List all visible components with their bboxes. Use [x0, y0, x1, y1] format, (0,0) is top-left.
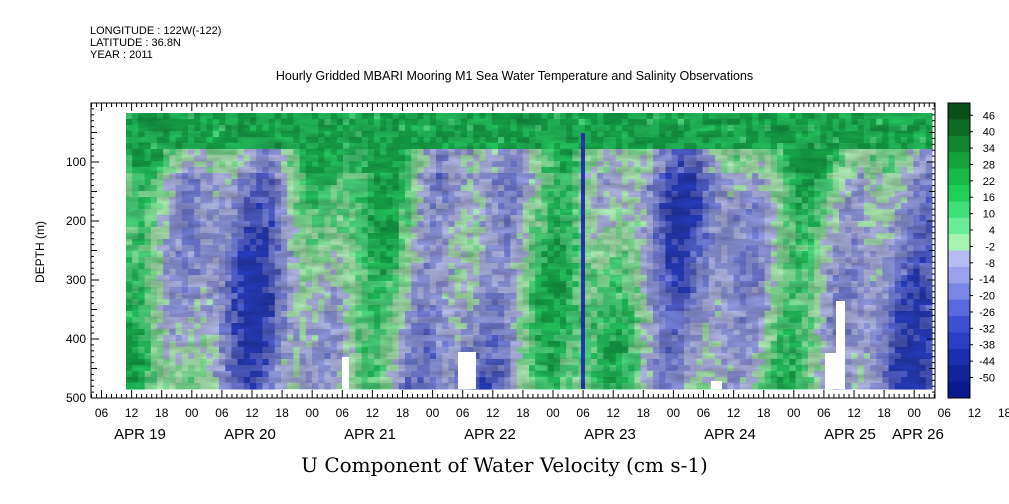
- latitude-label: LATITUDE : 36.8N: [90, 37, 181, 49]
- longitude-label: LONGITUDE : 122W(-122): [90, 25, 222, 37]
- year-label: YEAR : 2011: [90, 49, 153, 61]
- chart-title: Hourly Gridded MBARI Mooring M1 Sea Wate…: [275, 69, 754, 83]
- heatmap-field: [126, 113, 933, 390]
